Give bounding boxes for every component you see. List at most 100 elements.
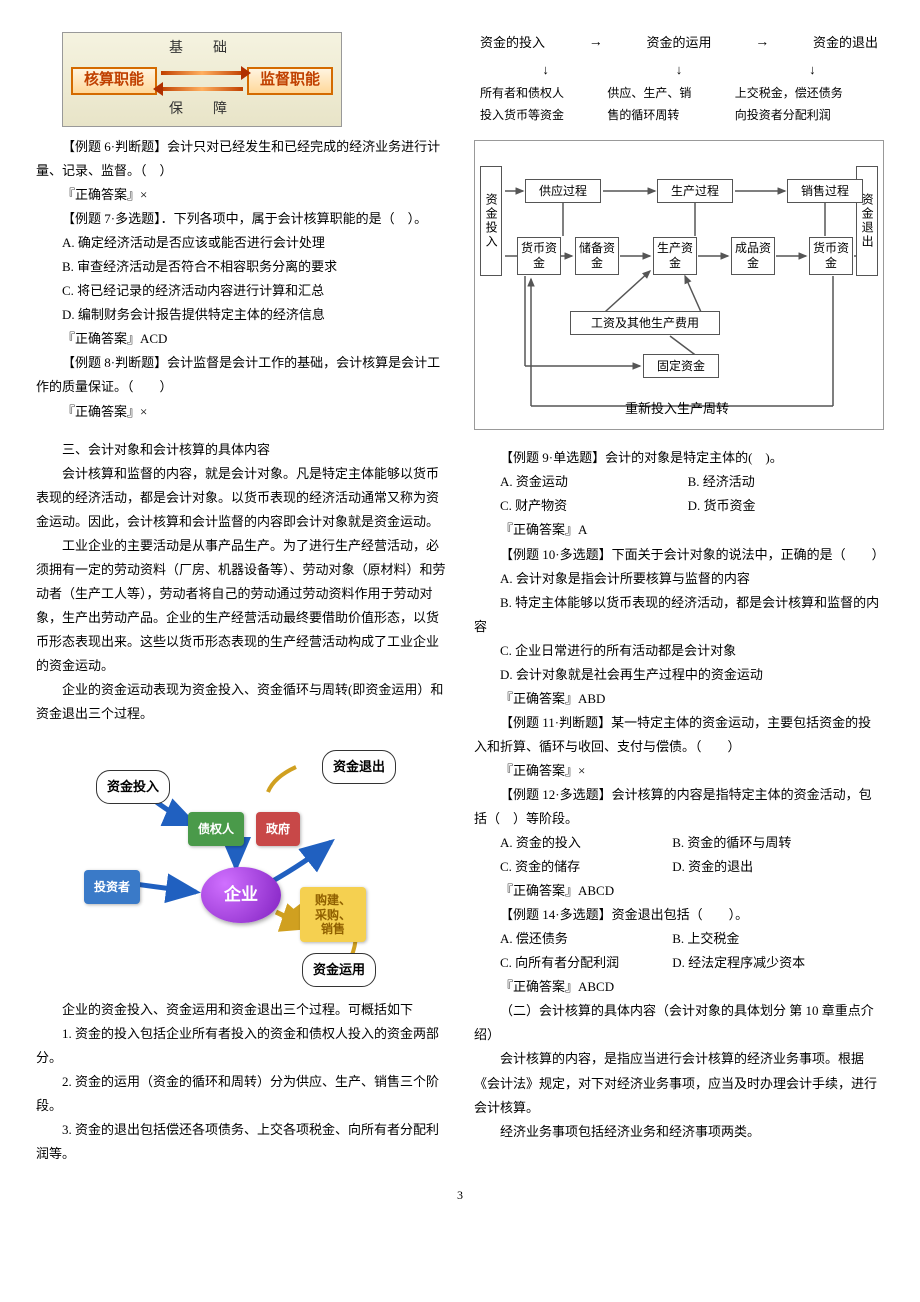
d3-h2: 资金的运用	[646, 31, 711, 55]
d3-h3: 资金的退出	[813, 31, 878, 55]
para-summary: 企业的资金投入、资金运用和资金退出三个过程。可概括如下	[36, 998, 446, 1022]
q9b: B. 经济活动	[688, 474, 755, 489]
example-11: 【例题 11·判断题】某一特定主体的资金运动，主要包括资金的投入和折算、循环与收…	[474, 711, 884, 759]
d3-s1b: 投入货币等资金	[480, 108, 564, 122]
q12d: D. 资金的退出	[672, 859, 753, 874]
option-7b: B. 审查经济活动是否符合不相容职务分离的要求	[36, 255, 446, 279]
d3-s2b: 售的循环周转	[607, 108, 679, 122]
down-arrow-icon: ↓	[747, 58, 878, 82]
answer-6: 『正确答案』×	[36, 183, 446, 207]
diag1-bottom-label: 保 障	[169, 97, 235, 123]
diag1-arrow-top	[161, 71, 243, 75]
d3-s1a: 所有者和债权人	[480, 86, 564, 100]
d3-sub-row: 所有者和债权人 投入货币等资金 供应、生产、销 售的循环周转 上交税金，偿还债务…	[474, 82, 884, 126]
answer-10: 『正确答案』ABD	[474, 687, 884, 711]
example-7: 【例题 7·多选题】．下列各项中，属于会计核算职能的是（ ）。	[36, 207, 446, 231]
page-number: 3	[36, 1184, 884, 1206]
diag1-arrowhead-right	[241, 66, 251, 80]
d3-sub2: 供应、生产、销 售的循环周转	[607, 82, 730, 126]
arrow-icon: →	[755, 30, 769, 56]
q12b: B. 资金的循环与周转	[672, 835, 791, 850]
d4-supply: 供应过程	[525, 179, 601, 203]
d4-product: 成品资金	[731, 237, 775, 275]
d3-h1: 资金的投入	[480, 31, 545, 55]
d3-sub3: 上交税金，偿还债务 向投资者分配利润	[735, 82, 878, 126]
diag1-box-left: 核算职能	[71, 67, 157, 95]
q12-row1: A. 资金的投入 B. 资金的循环与周转	[474, 831, 884, 855]
diagram-three-stages: 资金的投入 → 资金的运用 → 资金的退出 ↓ ↓ ↓ 所有者和债权人 投入货币…	[474, 30, 884, 126]
para-industrial: 工业企业的主要活动是从事产品生产。为了进行生产经营活动，必须拥有一定的劳动资料（…	[36, 534, 446, 678]
q14c: C. 向所有者分配利润	[500, 951, 669, 975]
d4-sales: 销售过程	[787, 179, 863, 203]
answer-12: 『正确答案』ABCD	[474, 879, 884, 903]
option-10b: B. 特定主体能够以货币表现的经济活动，都是会计核算和监督的内容	[474, 591, 884, 639]
answer-11: 『正确答案』×	[474, 759, 884, 783]
d3-header-row: 资金的投入 → 资金的运用 → 资金的退出	[474, 30, 884, 56]
example-6: 【例题 6·判断题】会计只对已经发生和已经完成的经济业务进行计量、记录、监督。（…	[36, 135, 446, 183]
right-column: 资金的投入 → 资金的运用 → 资金的退出 ↓ ↓ ↓ 所有者和债权人 投入货币…	[474, 30, 884, 1166]
option-10a: A. 会计对象是指会计所要核算与监督的内容	[474, 567, 884, 591]
node-government: 政府	[256, 812, 300, 846]
q9d: D. 货币资金	[688, 498, 756, 513]
diag1-box-right: 监督职能	[247, 67, 333, 95]
para-object: 会计核算和监督的内容，就是会计对象。凡是特定主体能够以货币表现的经济活动，都是会…	[36, 462, 446, 534]
d3-sub1: 所有者和债权人 投入货币等资金	[480, 82, 603, 126]
option-7c: C. 将已经记录的经济活动内容进行计算和汇总	[36, 279, 446, 303]
q9a: A. 资金运动	[500, 470, 684, 494]
bubble-fund-out: 资金退出	[322, 750, 396, 784]
list-1: 1. 资金的投入包括企业所有者投入的资金和债权人投入的资金两部分。	[36, 1022, 446, 1070]
q9c: C. 财产物资	[500, 494, 684, 518]
d4-reserve: 储备资金	[575, 237, 619, 275]
option-10c: C. 企业日常进行的所有活动都是会计对象	[474, 639, 884, 663]
d4-money2: 货币资金	[809, 237, 853, 275]
d4-wages: 工资及其他生产费用	[570, 311, 720, 335]
example-14: 【例题 14·多选题】资金退出包括（ ）。	[474, 903, 884, 927]
example-12: 【例题 12·多选题】会计核算的内容是指特定主体的资金活动，包括（ ）等阶段。	[474, 783, 884, 831]
down-arrow-icon: ↓	[613, 58, 744, 82]
down-arrow-icon: ↓	[480, 58, 611, 82]
option-10d: D. 会计对象就是社会再生产过程中的资金运动	[474, 663, 884, 687]
q14a: A. 偿还债务	[500, 927, 669, 951]
diagram-fund-cycle: 资金投入 资金退出 供应过程 生产过程 销售过程 货币资金 储备资金 生产资金 …	[474, 140, 884, 430]
para-accounting-content: 会计核算的内容，是指应当进行会计核算的经济业务事项。根据《会计法》规定，对下对经…	[474, 1047, 884, 1119]
d4-prod-fund: 生产资金	[653, 237, 697, 275]
d4-left-label: 资金投入	[480, 166, 502, 276]
d3-arrow-row: ↓ ↓ ↓	[474, 58, 884, 82]
d3-s3b: 向投资者分配利润	[735, 108, 831, 122]
section-heading-3: 三、会计对象和会计核算的具体内容	[36, 438, 446, 462]
diag1-top-label: 基 础	[169, 36, 235, 62]
bubble-fund-use: 资金运用	[302, 953, 376, 987]
left-column: 基 础 核算职能 监督职能 保 障 【例题 6·判断题】会计只对已经发生和已经完…	[36, 30, 446, 1166]
q14d: D. 经法定程序减少资本	[672, 955, 805, 970]
diag1-arrow-bottom	[161, 87, 243, 91]
q12-row2: C. 资金的储存 D. 资金的退出	[474, 855, 884, 879]
q9-row1: A. 资金运动 B. 经济活动	[474, 470, 884, 494]
d4-cycle-label: 重新投入生产周转	[625, 397, 729, 421]
d4-fixed: 固定资金	[643, 354, 719, 378]
q12a: A. 资金的投入	[500, 831, 669, 855]
answer-8: 『正确答案』×	[36, 400, 446, 424]
answer-14: 『正确答案』ABCD	[474, 975, 884, 999]
node-enterprise: 企业	[201, 867, 281, 923]
d4-money1: 货币资金	[517, 237, 561, 275]
two-column-layout: 基 础 核算职能 监督职能 保 障 【例题 6·判断题】会计只对已经发生和已经完…	[36, 30, 884, 1166]
node-creditor: 债权人	[188, 812, 244, 846]
d3-s3a: 上交税金，偿还债务	[735, 86, 843, 100]
para-movement: 企业的资金运动表现为资金投入、资金循环与周转(即资金运用）和资金退出三个过程。	[36, 678, 446, 726]
answer-7: 『正确答案』ACD	[36, 327, 446, 351]
d4-production: 生产过程	[657, 179, 733, 203]
para-business-events: 经济业务事项包括经济业务和经济事项两类。	[474, 1120, 884, 1144]
q9-row2: C. 财产物资 D. 货币资金	[474, 494, 884, 518]
list-3: 3. 资金的退出包括偿还各项债务、上交各项税金、向所有者分配利润等。	[36, 1118, 446, 1166]
arrow-icon: →	[589, 30, 603, 56]
node-investor: 投资者	[84, 870, 140, 904]
example-8: 【例题 8·判断题】会计监督是会计工作的基础，会计核算是会计工作的质量保证。（ …	[36, 351, 446, 399]
list-2: 2. 资金的运用（资金的循环和周转）分为供应、生产、销售三个阶段。	[36, 1070, 446, 1118]
q14b: B. 上交税金	[672, 931, 739, 946]
section-2-heading: （二）会计核算的具体内容（会计对象的具体划分 第 10 章重点介绍）	[474, 999, 884, 1047]
option-7a: A. 确定经济活动是否应该或能否进行会计处理	[36, 231, 446, 255]
example-9: 【例题 9·单选题】会计的对象是特定主体的( )。	[474, 446, 884, 470]
d3-s2a: 供应、生产、销	[607, 86, 691, 100]
diagram-enterprise-funds: 资金投入 资金退出 资金运用 债权人 政府 投资者 购建、采购、销售 企业	[76, 732, 406, 992]
q12c: C. 资金的储存	[500, 855, 669, 879]
